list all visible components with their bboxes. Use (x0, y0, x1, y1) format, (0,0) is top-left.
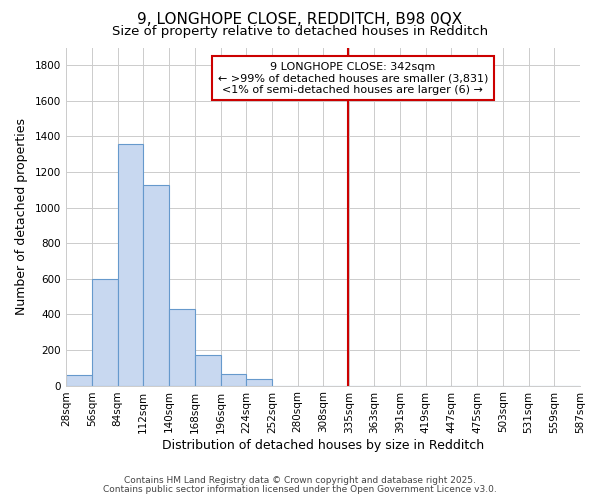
Bar (195, 356, 221, 386)
Bar (66, 375, 92, 386)
Bar (246, 380, 272, 386)
Y-axis label: Number of detached properties: Number of detached properties (15, 118, 28, 315)
Text: Contains HM Land Registry data © Crown copyright and database right 2025.: Contains HM Land Registry data © Crown c… (124, 476, 476, 485)
Text: 9, LONGHOPE CLOSE, REDDITCH, B98 0QX: 9, LONGHOPE CLOSE, REDDITCH, B98 0QX (137, 12, 463, 28)
Text: 9 LONGHOPE CLOSE: 342sqm
← >99% of detached houses are smaller (3,831)
<1% of se: 9 LONGHOPE CLOSE: 342sqm ← >99% of detac… (218, 62, 488, 95)
Bar (169, 309, 195, 386)
Bar (143, 184, 169, 386)
Title: 9, LONGHOPE CLOSE, REDDITCH, B98 0QX
Size of property relative to detached house: 9, LONGHOPE CLOSE, REDDITCH, B98 0QX Siz… (0, 499, 1, 500)
Bar (221, 374, 246, 386)
Bar (118, 144, 143, 386)
Text: Contains public sector information licensed under the Open Government Licence v3: Contains public sector information licen… (103, 485, 497, 494)
X-axis label: Distribution of detached houses by size in Redditch: Distribution of detached houses by size … (162, 440, 484, 452)
Text: Size of property relative to detached houses in Redditch: Size of property relative to detached ho… (112, 25, 488, 38)
Bar (92, 279, 118, 386)
